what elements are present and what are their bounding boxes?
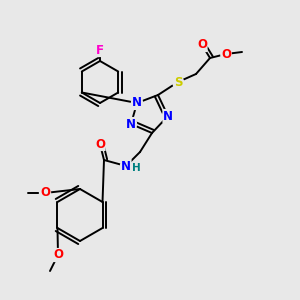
Circle shape: [95, 139, 105, 149]
Circle shape: [95, 45, 105, 55]
Circle shape: [40, 188, 50, 199]
Circle shape: [221, 49, 231, 59]
Text: H: H: [132, 163, 140, 173]
Circle shape: [172, 76, 184, 88]
Text: O: O: [197, 38, 207, 52]
Text: O: O: [40, 187, 50, 200]
Text: N: N: [126, 118, 136, 130]
Text: N: N: [132, 97, 142, 110]
Text: O: O: [221, 47, 231, 61]
Text: S: S: [174, 76, 182, 88]
Circle shape: [131, 98, 142, 109]
Circle shape: [52, 250, 64, 260]
Text: N: N: [163, 110, 173, 122]
Circle shape: [197, 40, 207, 50]
Circle shape: [163, 110, 173, 122]
Text: O: O: [53, 248, 63, 262]
Text: O: O: [95, 137, 105, 151]
Text: N: N: [121, 160, 131, 172]
Circle shape: [121, 160, 131, 172]
Circle shape: [125, 118, 136, 130]
Text: F: F: [96, 44, 104, 56]
